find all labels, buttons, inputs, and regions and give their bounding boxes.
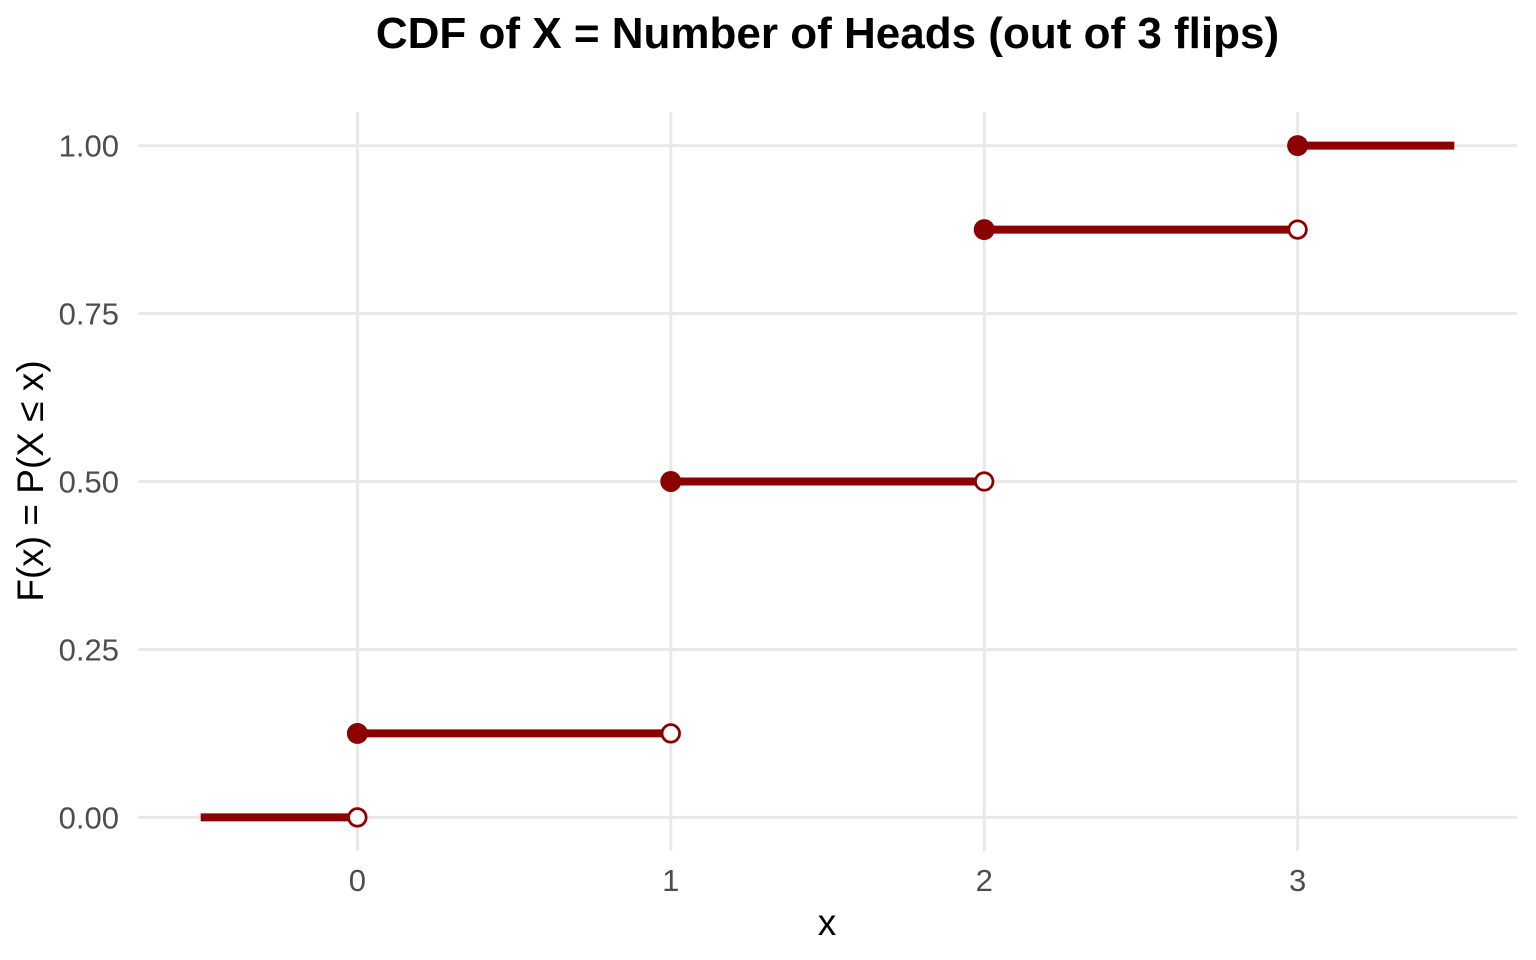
y-tick-label: 0.50 <box>59 465 119 500</box>
x-tick-label: 2 <box>976 863 993 898</box>
x-axis-title: x <box>817 902 837 943</box>
x-tick-label: 3 <box>1289 863 1306 898</box>
open-point <box>974 471 995 492</box>
y-tick-label: 1.00 <box>59 129 119 164</box>
y-tick-label: 0.00 <box>59 800 119 835</box>
chart-title: CDF of X = Number of Heads (out of 3 fli… <box>375 9 1280 58</box>
open-point <box>1287 219 1308 240</box>
y-tick-label: 0.25 <box>59 632 119 667</box>
x-tick-label: 1 <box>662 863 679 898</box>
closed-point <box>346 722 368 744</box>
closed-point <box>660 471 682 492</box>
x-tick-label: 0 <box>349 863 366 898</box>
open-point <box>660 723 681 744</box>
open-point <box>347 807 368 828</box>
closed-point <box>1287 135 1309 157</box>
closed-point <box>973 219 995 241</box>
y-tick-label: 0.75 <box>59 297 119 332</box>
